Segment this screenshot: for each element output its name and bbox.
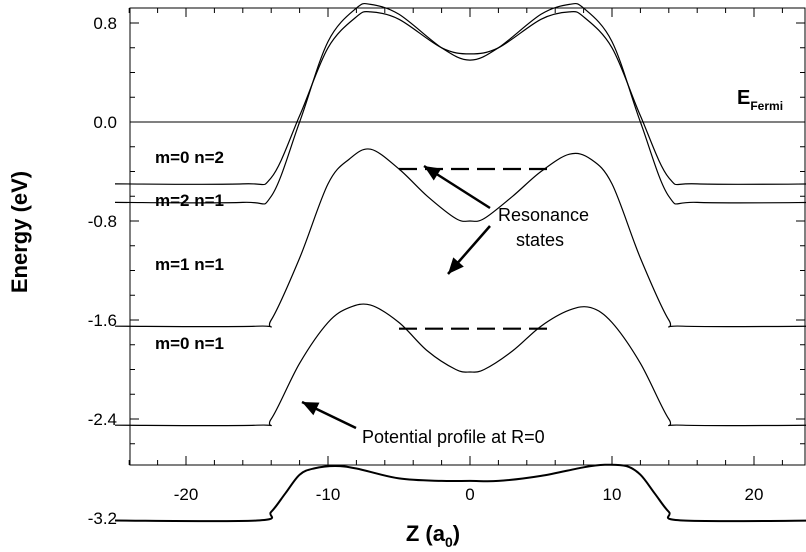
- y-tick-label: 0.8: [93, 14, 117, 33]
- axis-ticks: [128, 8, 805, 465]
- y-axis-title: Energy (eV): [7, 171, 32, 293]
- y-tick-label: -3.2: [88, 509, 117, 528]
- arrow-potential-head: [302, 402, 320, 416]
- y-tick-labels: 0.8 0.0 -0.8 -1.6 -2.4 -3.2: [88, 14, 117, 528]
- x-tick-label: 20: [745, 485, 764, 504]
- arrow-resonance-upper-head: [424, 166, 442, 181]
- resonance-annotation-line1: Resonance: [498, 205, 589, 225]
- potential-annotation: Potential profile at R=0: [362, 427, 545, 447]
- curve-potential: [114, 463, 806, 523]
- curve-m0n1: [114, 303, 806, 427]
- x-axis-title: Z (a0): [406, 521, 460, 550]
- y-tick-label: 0.0: [93, 113, 117, 132]
- plot-border: [129, 7, 806, 466]
- fermi-label: EFermi: [737, 87, 783, 113]
- arrow-resonance-lower-head: [448, 257, 464, 274]
- y-tick-label: -2.4: [88, 410, 117, 429]
- curve-m0n2: [114, 11, 806, 186]
- series-label-m0n2: m=0 n=2: [155, 148, 224, 167]
- x-tick-label: -10: [316, 485, 341, 504]
- curve-m1n1: [114, 148, 806, 328]
- x-tick-label: -20: [174, 485, 199, 504]
- x-tick-label: 0: [465, 485, 474, 504]
- energy-curves: [114, 2, 806, 523]
- curve-m2n1: [114, 2, 806, 205]
- x-tick-label: 10: [603, 485, 622, 504]
- y-tick-label: -0.8: [88, 212, 117, 231]
- series-label-m2n1: m=2 n=1: [155, 191, 224, 210]
- x-tick-labels: -20 -10 0 10 20: [174, 485, 764, 504]
- resonance-annotation-line2: states: [516, 230, 564, 250]
- series-label-m1n1: m=1 n=1: [155, 255, 224, 274]
- y-tick-label: -1.6: [88, 311, 117, 330]
- series-label-m0n1: m=0 n=1: [155, 334, 224, 353]
- plot-frame: [129, 7, 806, 466]
- annotation-arrows: [301, 164, 491, 430]
